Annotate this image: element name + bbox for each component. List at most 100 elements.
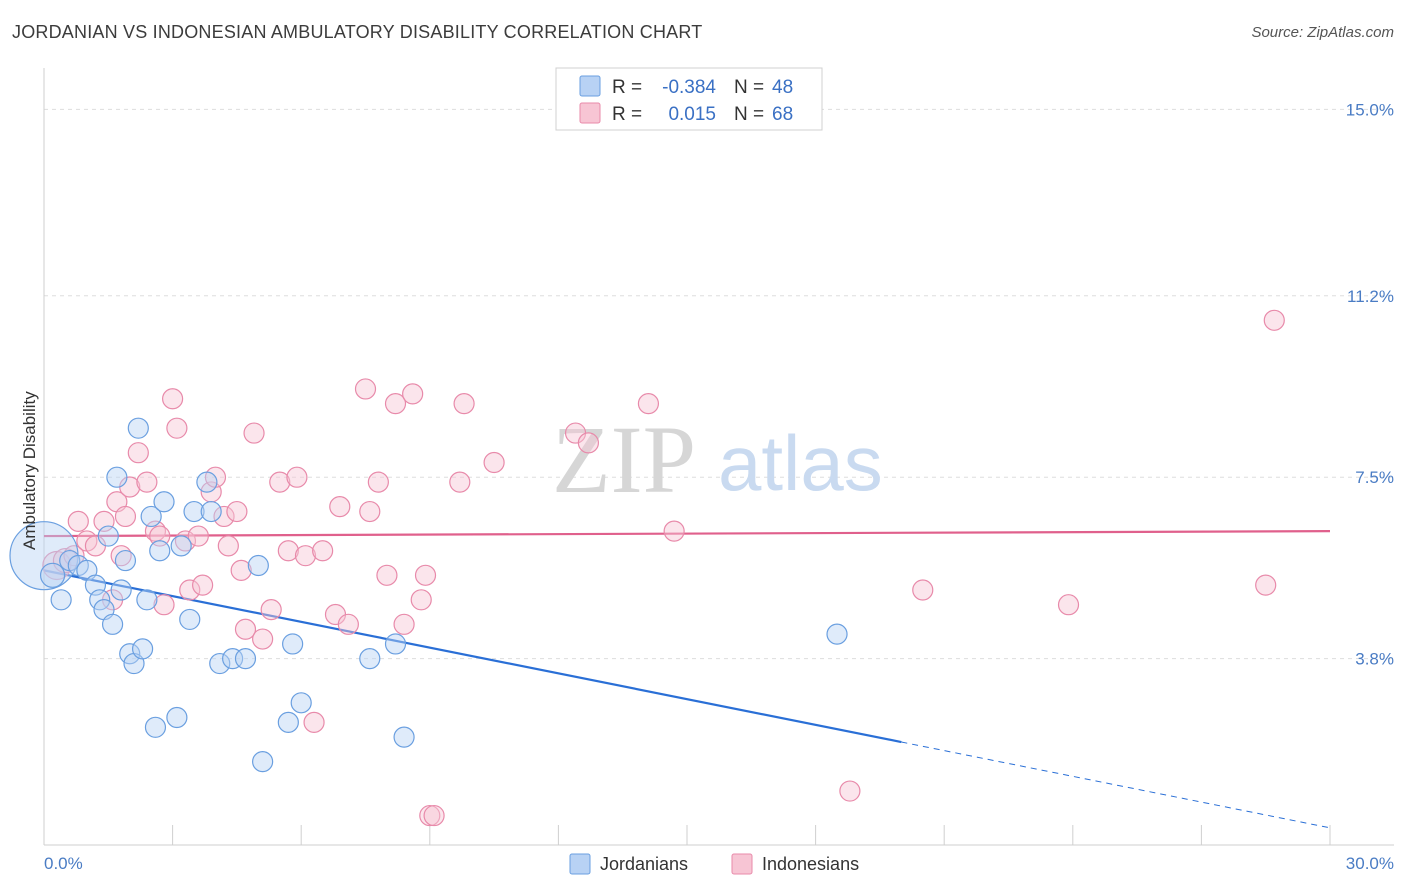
jordanian-point (144, 716, 167, 738)
indonesian-point (423, 804, 445, 827)
indonesian-point (127, 442, 149, 464)
jordanian-point (200, 500, 222, 523)
jordanian-point (282, 633, 304, 655)
jordanian-point (209, 652, 231, 675)
y-tick-labels: 3.8% 7.5% 11.2% 15.0% (1346, 100, 1394, 668)
jordanian-point (127, 417, 149, 439)
jordanian-point (183, 500, 205, 523)
indonesian-point (67, 510, 89, 532)
legend-label-jordanians: Jordanians (600, 854, 688, 874)
jordanian-point (234, 648, 257, 670)
indonesian-point (303, 711, 325, 734)
indonesian-point (179, 579, 201, 601)
legend-n-value: 68 (772, 104, 793, 125)
jordanian-point (140, 505, 162, 528)
indonesian-point (393, 613, 415, 635)
watermark-zip: ZIP (552, 406, 696, 513)
indonesian-point (252, 628, 274, 650)
indonesian-point (277, 540, 299, 562)
indonesian-point (839, 780, 861, 802)
x-tick-label-max: 30.0% (1346, 854, 1394, 873)
indonesian-point (402, 383, 424, 405)
indonesian-point (114, 505, 137, 528)
indonesian-point (637, 393, 660, 415)
legend-r-value: -0.384 (662, 77, 716, 98)
indonesian-point (359, 500, 381, 523)
indonesian-point (153, 594, 175, 616)
indonesian-point (187, 525, 209, 547)
indonesian-point (414, 564, 437, 586)
jordanian-point (252, 751, 274, 773)
jordanian-point (384, 633, 407, 655)
source-credit: Source: ZipAtlas.com (1251, 24, 1394, 41)
legend-swatch-indonesians (731, 853, 753, 875)
jordanian-trend-extension (901, 741, 1331, 829)
y-tick-label: 15.0% (1346, 100, 1394, 119)
indonesian-point (384, 393, 407, 415)
indonesian-point (577, 432, 600, 454)
legend-n-label: N = (734, 77, 764, 98)
jordanian-point (196, 471, 218, 493)
indonesian-point (453, 393, 475, 415)
indonesian-point (286, 466, 308, 488)
indonesian-point (449, 471, 471, 493)
y-tick-label: 3.8% (1355, 650, 1394, 669)
legend-n-value: 48 (772, 77, 793, 98)
indonesian-point (329, 496, 351, 518)
indonesian-point (269, 471, 291, 493)
top-legend: R = -0.384 N = 48 R = 0.015 N = 68 (555, 67, 823, 131)
jordanian-point (393, 726, 415, 748)
jordanian-point (290, 692, 312, 714)
indonesian-point (192, 574, 214, 596)
jordanian-point (149, 540, 171, 562)
jordanian-point (222, 648, 244, 670)
chart-title: JORDANIAN VS INDONESIAN AMBULATORY DISAB… (12, 22, 703, 42)
jordanian-point (170, 535, 192, 557)
jordanian-point (247, 554, 269, 577)
indonesian-point (230, 559, 252, 581)
indonesian-point (663, 520, 685, 542)
jordanian-point (39, 562, 66, 588)
jordanian-point (101, 613, 124, 635)
jordanian-point (50, 589, 72, 611)
indonesian-point (217, 535, 239, 557)
jordanian-point (110, 579, 132, 601)
legend-n-label: N = (734, 104, 764, 125)
indonesian-trend-line (43, 530, 1331, 538)
jordanian-point (114, 549, 137, 572)
indonesian-point (1263, 309, 1285, 331)
indonesian-point (136, 471, 158, 493)
axes (43, 68, 1394, 846)
jordanian-point (826, 623, 848, 645)
legend-r-value: 0.015 (668, 104, 716, 125)
jordanian-point (153, 491, 175, 513)
jordanian-point (97, 525, 119, 547)
jordanian-point (131, 638, 154, 660)
indonesian-point (354, 378, 377, 400)
bottom-legend: Jordanians Indonesians (569, 853, 859, 875)
y-axis-label: Ambulatory Disability (20, 391, 39, 550)
x-tick-label-min: 0.0% (44, 854, 83, 873)
jordanian-point (166, 706, 188, 729)
jordanian-point (106, 466, 128, 488)
indonesian-point (260, 599, 282, 621)
indonesian-point (367, 471, 389, 493)
jordanian-point (277, 711, 299, 734)
jordanian-point (359, 648, 381, 670)
indonesian-point (149, 525, 171, 547)
indonesian-point (410, 589, 432, 611)
legend-swatch-jordanians (579, 75, 601, 97)
indonesian-point (1255, 574, 1277, 596)
indonesian-point (1057, 594, 1080, 616)
watermark-atlas: atlas (718, 419, 883, 507)
jordanian-point (179, 608, 201, 631)
indonesian-point (234, 618, 257, 640)
legend-r-label: R = (612, 77, 642, 98)
legend-swatch-jordanians (569, 853, 591, 875)
legend-label-indonesians: Indonesians (762, 854, 859, 874)
indonesian-point (376, 564, 398, 586)
y-tick-label: 11.2% (1347, 287, 1394, 306)
indonesian-point (213, 505, 235, 528)
indonesian-point (312, 540, 334, 562)
